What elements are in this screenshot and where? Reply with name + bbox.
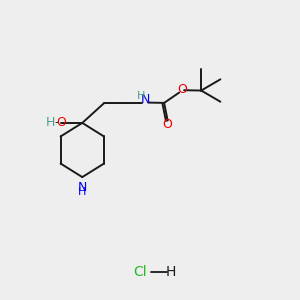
Text: O: O <box>57 116 67 129</box>
Text: -: - <box>54 116 59 129</box>
Text: H: H <box>137 92 146 101</box>
Text: H: H <box>78 187 86 197</box>
Text: N: N <box>78 181 87 194</box>
Text: O: O <box>163 118 172 131</box>
Text: Cl: Cl <box>133 265 146 279</box>
Text: N: N <box>140 93 150 106</box>
Text: O: O <box>177 83 187 96</box>
Text: H: H <box>166 265 176 279</box>
Text: H: H <box>46 116 56 129</box>
